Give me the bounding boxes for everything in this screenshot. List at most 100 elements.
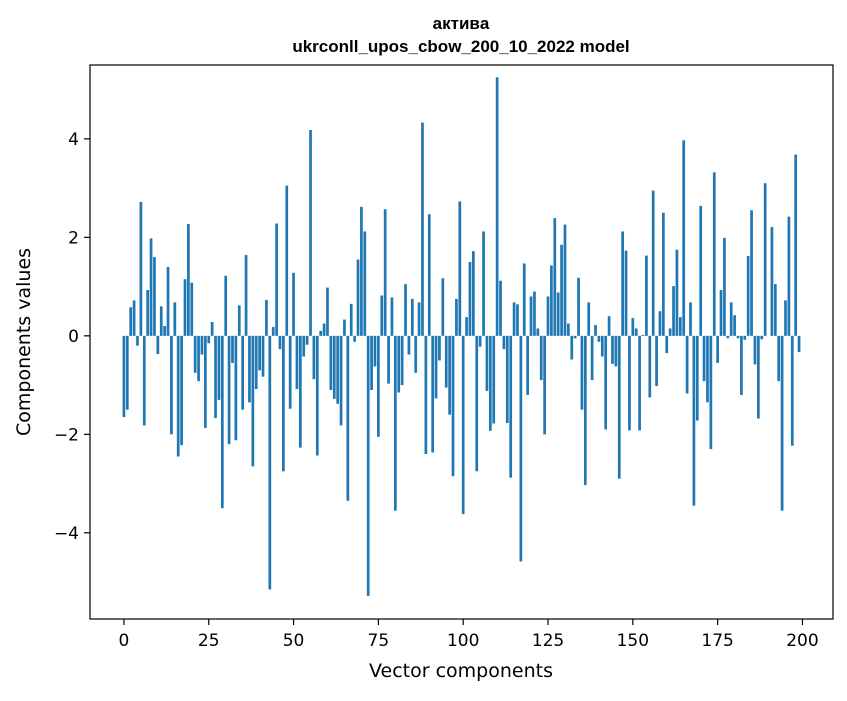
bar-122 <box>536 328 539 335</box>
bar-70 <box>360 207 363 336</box>
bar-124 <box>543 336 546 434</box>
bar-2 <box>129 307 132 336</box>
bar-130 <box>564 225 567 336</box>
bar-45 <box>275 224 278 336</box>
bar-140 <box>598 336 601 342</box>
y-axis-label: Components values <box>13 248 35 436</box>
bar-118 <box>523 263 526 335</box>
bar-131 <box>567 324 570 336</box>
bar-160 <box>665 336 668 353</box>
bar-32 <box>231 336 234 363</box>
bar-66 <box>346 336 349 501</box>
bar-199 <box>798 336 801 352</box>
bar-139 <box>594 325 597 336</box>
x-axis-label: Vector components <box>369 660 553 682</box>
bar-100 <box>462 336 465 514</box>
bar-127 <box>553 218 556 336</box>
bar-84 <box>408 336 411 355</box>
bar-153 <box>642 335 645 336</box>
x-tick-label: 75 <box>368 631 390 651</box>
chart-title: активa <box>433 14 490 33</box>
bar-125 <box>547 296 550 335</box>
bar-29 <box>221 336 224 508</box>
bar-3 <box>133 300 136 335</box>
bar-15 <box>173 302 176 335</box>
bar-195 <box>784 300 787 335</box>
bar-134 <box>577 278 580 336</box>
bar-28 <box>218 336 221 400</box>
bar-194 <box>781 336 784 511</box>
bar-169 <box>696 336 699 421</box>
bar-188 <box>760 336 763 339</box>
bar-146 <box>618 336 621 479</box>
bar-27 <box>214 336 217 418</box>
bar-115 <box>513 302 516 335</box>
bar-16 <box>177 336 180 457</box>
bar-90 <box>428 214 431 336</box>
bar-10 <box>157 336 160 354</box>
bar-40 <box>258 336 261 370</box>
bar-35 <box>241 336 244 410</box>
bar-60 <box>326 288 329 336</box>
bar-103 <box>472 251 475 336</box>
bar-111 <box>499 281 502 336</box>
bar-69 <box>357 260 360 336</box>
bar-96 <box>448 336 451 415</box>
bar-8 <box>150 238 153 336</box>
bar-18 <box>184 279 187 336</box>
bar-39 <box>255 336 258 389</box>
bar-86 <box>414 336 417 373</box>
bar-141 <box>601 336 604 357</box>
x-tick-label: 150 <box>617 631 649 651</box>
bar-101 <box>465 317 468 336</box>
bar-165 <box>682 140 685 336</box>
bar-119 <box>526 336 529 395</box>
bar-55 <box>309 130 312 336</box>
x-tick-label: 25 <box>198 631 220 651</box>
bar-38 <box>251 336 254 467</box>
bar-149 <box>628 336 631 431</box>
bar-161 <box>669 328 672 335</box>
bar-59 <box>323 324 326 336</box>
bar-171 <box>703 336 706 381</box>
bar-148 <box>625 251 628 336</box>
bar-113 <box>506 336 509 423</box>
bar-177 <box>723 238 726 336</box>
bar-80 <box>394 336 397 511</box>
bar-138 <box>591 336 594 380</box>
bar-78 <box>387 336 390 384</box>
bar-175 <box>716 336 719 363</box>
bar-63 <box>336 336 339 404</box>
bar-147 <box>621 231 624 335</box>
bar-170 <box>699 206 702 336</box>
bar-47 <box>282 336 285 471</box>
bar-76 <box>380 295 383 335</box>
bar-50 <box>292 273 295 336</box>
bar-41 <box>262 336 265 377</box>
bar-172 <box>706 336 709 402</box>
bar-152 <box>638 336 641 431</box>
bar-112 <box>503 336 506 349</box>
bar-17 <box>180 336 183 445</box>
y-tick-label: 0 <box>68 327 79 347</box>
bar-151 <box>635 328 638 335</box>
bar-98 <box>455 299 458 336</box>
bar-89 <box>425 336 428 454</box>
bar-26 <box>211 322 214 336</box>
bar-173 <box>710 336 713 449</box>
bar-65 <box>343 320 346 336</box>
bar-154 <box>645 256 648 336</box>
bar-23 <box>201 336 204 355</box>
bar-19 <box>187 224 190 336</box>
bar-13 <box>167 267 170 336</box>
bar-53 <box>302 336 305 357</box>
bar-116 <box>516 304 519 336</box>
x-tick-label: 50 <box>283 631 305 651</box>
bar-97 <box>452 336 455 476</box>
bar-102 <box>469 262 472 336</box>
bar-87 <box>418 302 421 335</box>
bar-67 <box>350 304 353 336</box>
bar-82 <box>401 336 404 385</box>
bar-85 <box>411 299 414 336</box>
